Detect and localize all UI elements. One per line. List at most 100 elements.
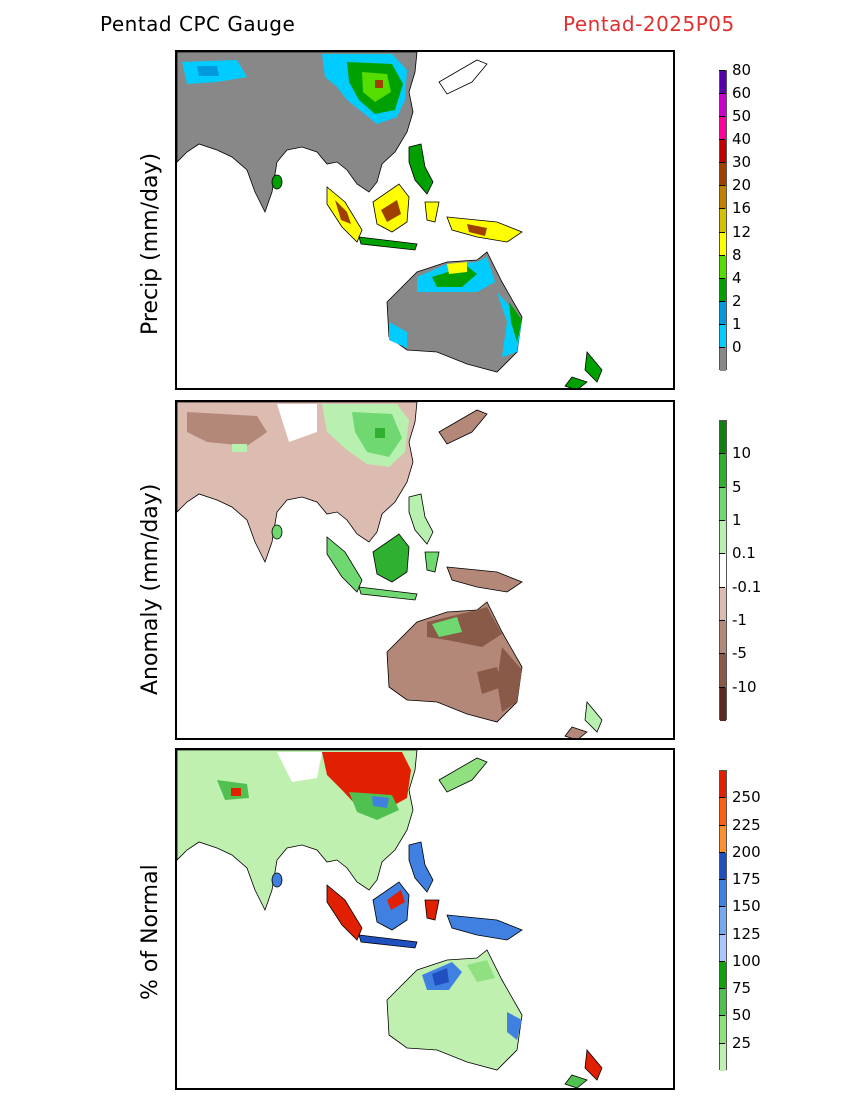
colorbar-tick-label: -1 [732,611,747,629]
colorbar-tick-mark [719,254,725,256]
colorbar-segment [720,278,726,302]
colorbar-segment [720,232,726,256]
colorbar-segment [720,163,726,187]
colorbar-tick-label: 0.1 [732,544,756,563]
colorbar-tick-mark [719,686,725,688]
new-zealand-land [584,701,603,733]
colorbar-tick-mark [719,277,725,279]
philippines-land [408,143,434,195]
colorbar-tick-label: 1 [732,511,742,529]
colorbar-segment [720,117,726,141]
sulawesi-land [424,899,440,921]
colorbar-tick-label: 5 [732,477,742,496]
colorbar-tick-label: 225 [732,815,761,834]
colorbar-segment [720,687,726,721]
colorbar-segment [720,961,726,990]
colorbar-tick-mark [719,988,725,990]
australia-land [386,949,523,1071]
colorbar-tick-label: -10 [732,677,757,696]
sumatra-land [326,884,363,941]
sulawesi-land [424,201,440,223]
colorbar-segment [720,301,726,325]
percent-ylabel: % of Normal [138,864,163,1000]
colorbar-tick-label: 2 [732,291,742,310]
colorbar-tick-mark [719,879,725,881]
colorbar-segment [720,255,726,279]
colorbar-segment [720,421,726,455]
colorbar-tick-mark [719,70,725,71]
colorbar-segment [720,209,726,233]
colorbar-tick-mark [719,93,725,95]
new-zealand-land [584,351,603,383]
colorbar-segment [720,520,726,555]
java-land [358,586,418,601]
colorbar-tick-label: 100 [732,951,761,970]
percent-map [177,750,603,1088]
colorbar-segment [720,798,726,826]
colorbar-tick-mark [719,586,725,588]
new-zealand-land [584,1049,603,1081]
philippines-land [408,493,434,545]
precip-ylabel: Precip (mm/day) [138,152,163,335]
colorbar-tick-mark [719,323,725,325]
colorbar-segment [720,324,726,348]
colorbar-tick-mark [719,520,725,521]
java-land [358,934,418,949]
colorbar-tick-label: 16 [732,199,752,218]
colorbar-segment [720,907,726,935]
colorbar-tick-label: 80 [732,61,752,79]
colorbar-tick-label: 25 [732,1033,752,1052]
colorbar-segment [720,880,726,908]
colorbar-segment [720,620,726,655]
colorbar-tick-mark [719,231,725,233]
colorbar-tick-label: -0.1 [732,577,762,596]
colorbar-tick-mark [719,960,725,962]
colorbar-tick-mark [719,851,725,853]
colorbar-tick-label: 40 [732,130,752,149]
colorbar-tick-mark [719,1015,725,1017]
anomaly-colorbar [719,420,727,721]
philippines-land [408,841,434,893]
header-right-title: Pentad-2025P05 [563,12,735,36]
colorbar-tick-label: 50 [732,107,752,126]
sulawesi-land [424,551,440,573]
precip-map-panel [175,50,675,390]
java-land [358,236,418,251]
colorbar-segment [720,487,726,521]
sumatra-land [326,536,363,593]
percent-colorbar [719,770,727,1071]
colorbar-tick-label: 200 [732,842,761,861]
anomaly-map [177,402,603,738]
colorbar-tick-label: 30 [732,153,752,172]
colorbar-tick-label: 150 [732,897,761,916]
header-left-title: Pentad CPC Gauge [100,12,296,36]
japan-land [438,757,488,793]
colorbar-segment [720,587,726,621]
colorbar-segment [720,989,726,1017]
colorbar-segment [720,554,726,588]
borneo-land [372,533,410,583]
percent-map-panel [175,748,675,1090]
colorbar-tick-mark [719,300,725,302]
colorbar-segment [720,825,726,853]
colorbar-tick-label: 60 [732,84,752,103]
colorbar-tick-label: 12 [732,222,752,241]
japan-land [438,59,488,95]
colorbar-tick-label: 20 [732,176,752,195]
colorbar-segment [720,71,726,95]
new-guinea-land [446,914,523,941]
colorbar-segment [720,852,726,881]
colorbar-segment [720,454,726,488]
precip-colorbar [719,70,727,371]
colorbar-tick-mark [719,162,725,164]
colorbar-tick-mark [719,116,725,118]
colorbar-tick-label: 250 [732,788,761,807]
colorbar-segment [720,771,726,799]
colorbar-segment [720,94,726,118]
colorbar-tick-mark [719,486,725,488]
colorbar-tick-mark [719,653,725,655]
colorbar-segment [720,654,726,688]
colorbar-tick-label: 0 [732,337,742,356]
colorbar-tick-mark [719,346,725,348]
colorbar-segment [720,347,726,371]
